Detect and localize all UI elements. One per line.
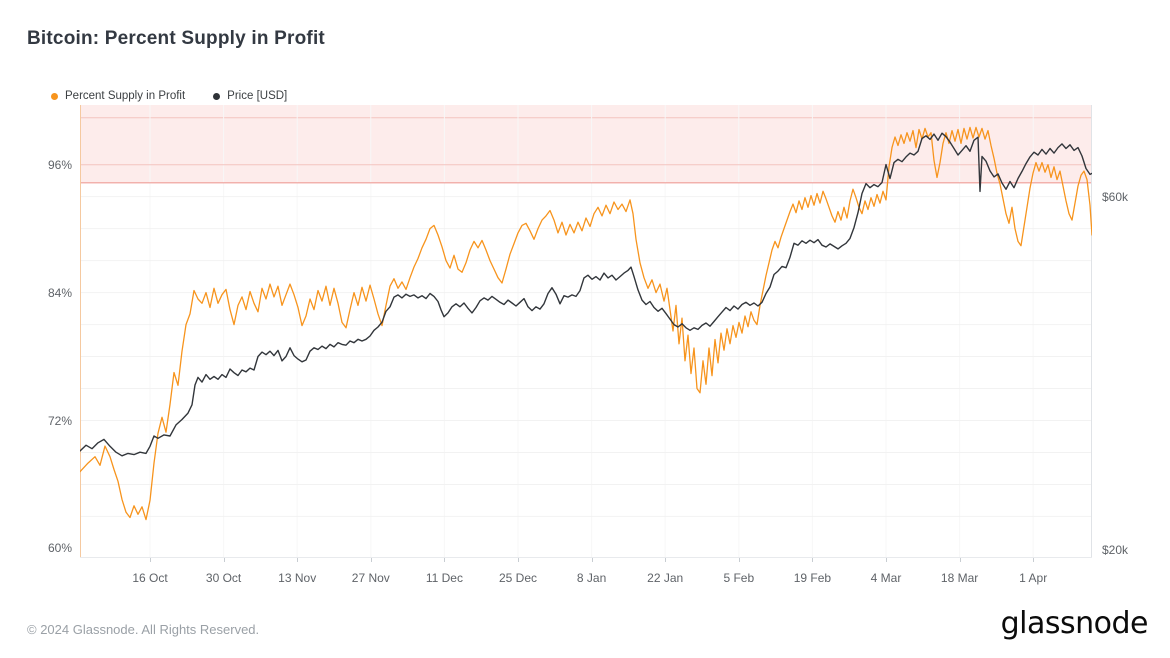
x-tick-mark (223, 558, 225, 562)
glassnode-logo: glassnode (1000, 606, 1149, 641)
right-axis-label-60: $60k (1102, 189, 1129, 204)
x-axis-label-18-mar: 18 Mar (940, 571, 979, 585)
x-axis-label-30-oct: 30 Oct (205, 571, 242, 585)
x-tick-mark (370, 558, 372, 562)
series-line-price-usd- (80, 132, 1092, 457)
x-axis-label-13-nov: 13 Nov (278, 571, 317, 585)
legend-item-percent-supply[interactable]: Percent Supply in Profit (51, 90, 185, 102)
x-axis-label-25-dec: 25 Dec (498, 571, 538, 585)
legend-label-price: Price [USD] (227, 90, 288, 102)
legend: Percent Supply in Profit Price [USD] (51, 90, 287, 102)
x-tick-mark (886, 558, 887, 562)
x-axis-label-19-feb: 19 Feb (793, 571, 832, 585)
x-axis-label-1-apr: 1 Apr (1019, 571, 1048, 585)
x-tick-mark (738, 558, 740, 562)
x-tick-mark (518, 558, 519, 562)
x-tick-mark (150, 558, 151, 562)
x-tick-mark (812, 558, 814, 562)
left-axis-label-60: 60% (47, 541, 72, 556)
x-axis-label-5-feb: 5 Feb (723, 571, 755, 585)
x-tick-mark (444, 558, 446, 562)
footer-copyright: © 2024 Glassnode. All Rights Reserved. (27, 622, 260, 637)
page-title: Bitcoin: Percent Supply in Profit (27, 28, 325, 49)
x-tick-mark (959, 558, 961, 562)
x-tick-mark (665, 558, 667, 562)
x-tick-mark (591, 558, 593, 562)
legend-dot-black-icon (213, 92, 221, 100)
legend-item-price[interactable]: Price [USD] (213, 90, 287, 102)
left-axis-label-84: 84% (47, 285, 72, 300)
legend-dot-orange-icon (51, 92, 58, 100)
x-axis-label-22-jan: 22 Jan (647, 571, 684, 585)
x-tick-mark (1033, 558, 1035, 562)
legend-label-percent-supply: Percent Supply in Profit (65, 90, 186, 102)
right-axis-label-20: $20k (1102, 542, 1129, 557)
series-line-percent-supply-in-profit (80, 126, 1092, 521)
x-tick-mark (297, 558, 299, 562)
x-axis-label-11-dec: 11 Dec (425, 571, 463, 585)
plot-canvas[interactable] (80, 105, 1092, 558)
x-axis-label-27-nov: 27 Nov (351, 571, 390, 585)
chart-area: 16 Oct 30 Oct 13 Nov 27 Nov 11 Dec 25 Dec 8 Ja… (47, 105, 1129, 585)
x-axis-label-4-mar: 4 Mar (870, 571, 902, 585)
x-axis-label-16-oct: 16 Oct (132, 571, 168, 585)
x-axis-label-8-jan: 8 Jan (576, 571, 607, 585)
left-axis-label-72: 72% (47, 413, 72, 428)
high-profit-band (80, 105, 1092, 183)
left-axis-label-96: 96% (47, 157, 72, 172)
